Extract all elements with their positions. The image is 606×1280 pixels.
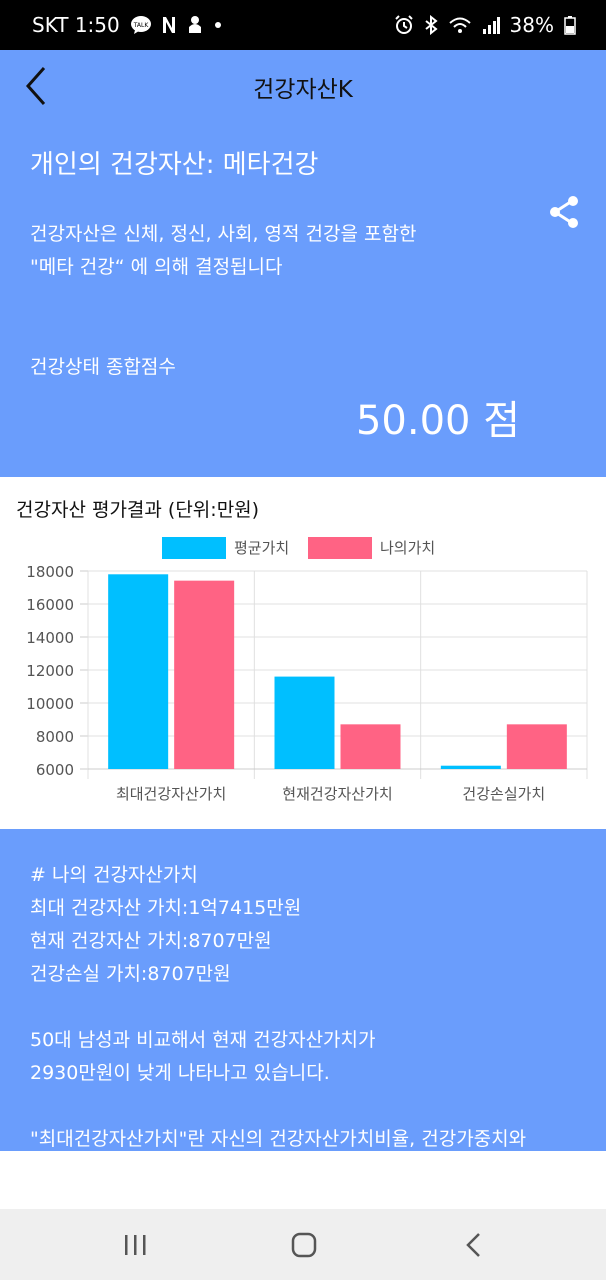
legend-swatch: [162, 537, 226, 559]
wifi-icon: [448, 15, 472, 35]
desc-line-1: 건강자산은 신체, 정신, 사회, 영적 건강을 포함한: [30, 223, 417, 245]
info-compare-line-1: 50대 남성과 비교해서 현재 건강자산가치가: [30, 1029, 376, 1051]
chevron-left-icon: [25, 67, 46, 105]
battery-icon: [564, 15, 576, 35]
bar-chart: 6000 8000 10000 12000 14000 16000 18000 최대건강자산가…: [26, 537, 588, 803]
status-time: SKT 1:50: [32, 13, 120, 37]
back-icon: [466, 1233, 480, 1257]
share-button[interactable]: [546, 194, 582, 230]
info-heading: # 나의 건강자산가치: [30, 864, 198, 886]
share-icon: [550, 196, 578, 228]
x-tick-label: 최대건강자산가치: [116, 785, 226, 803]
y-tick-label: 14000: [26, 629, 74, 647]
bar: [274, 676, 335, 769]
info-current-value: 현재 건강자산 가치:8707만원: [30, 930, 272, 952]
android-icon: [186, 15, 204, 35]
y-tick-label: 12000: [26, 662, 74, 680]
dot-icon: [214, 15, 222, 35]
alarm-icon: [394, 15, 414, 35]
info-spacer: [30, 1090, 586, 1123]
nav-back-button[interactable]: [456, 1227, 492, 1263]
info-spacer: [30, 991, 586, 1024]
info-text: # 나의 건강자산가치 최대 건강자산 가치:1억7415만원 현재 건강자산 …: [30, 859, 586, 1151]
status-right: 38%: [394, 0, 576, 50]
legend-label: 평균가치: [234, 539, 289, 557]
n-icon: [162, 15, 176, 35]
bar: [174, 580, 235, 769]
bar: [108, 574, 169, 769]
info-compare-line-2: 2930만원이 낮게 나타나고 있습니다.: [30, 1062, 330, 1084]
bluetooth-icon: [424, 15, 438, 35]
y-tick-label: 10000: [26, 695, 74, 713]
y-tick-label: 18000: [26, 563, 74, 581]
chart-title: 건강자산 평가결과 (단위:만원): [16, 499, 260, 521]
chart-section: 건강자산 평가결과 (단위:만원) 6000 8000 10000 12000 1400…: [0, 477, 606, 829]
signal-icon: [482, 15, 500, 35]
y-tick-label: 8000: [36, 728, 74, 746]
bar: [340, 724, 401, 769]
bar: [506, 724, 567, 769]
home-icon: [291, 1232, 317, 1258]
content-gap: [0, 1151, 606, 1209]
back-button[interactable]: [22, 66, 52, 106]
info-definition-line: "최대건강자산가치"란 자신의 건강자산가치비율, 건강가중치와: [30, 1128, 527, 1150]
x-tick-label: 현재건강자산가치: [282, 785, 392, 803]
talk-icon: TALK: [130, 15, 152, 35]
info-loss-value: 건강손실 가치:8707만원: [30, 963, 231, 985]
desc-line-2: "메타 건강“ 에 의해 결정됩니다: [30, 256, 283, 278]
status-left: SKT 1:50 TALK: [32, 0, 222, 50]
app-bar-title: 건강자산K: [253, 77, 353, 103]
legend-swatch: [308, 537, 372, 559]
home-button[interactable]: [286, 1227, 322, 1263]
header-card: 건강자산K 개인의 건강자산: 메타건강 건강자산은 신체, 정신, 사회, 영…: [0, 50, 606, 477]
page-title: 개인의 건강자산: 메타건강: [30, 150, 319, 180]
y-tick-label: 16000: [26, 596, 74, 614]
system-nav-bar: [0, 1209, 606, 1280]
recent-apps-icon: [125, 1235, 146, 1255]
recent-apps-button[interactable]: [117, 1227, 153, 1263]
info-max-value: 최대 건강자산 가치:1억7415만원: [30, 897, 302, 919]
header-description: 건강자산은 신체, 정신, 사회, 영적 건강을 포함한 "메타 건강“ 에 의…: [30, 218, 416, 284]
score-value: 50.00 점: [355, 398, 520, 444]
score-label: 건강상태 종합점수: [30, 356, 176, 378]
status-bar: SKT 1:50 TALK 38%: [0, 0, 606, 50]
info-card: # 나의 건강자산가치 최대 건강자산 가치:1억7415만원 현재 건강자산 …: [0, 829, 606, 1151]
y-tick-label: 6000: [36, 761, 74, 779]
x-tick-label: 건강손실가치: [462, 785, 545, 803]
svg-text:TALK: TALK: [132, 22, 149, 29]
bar: [440, 765, 501, 769]
legend-label: 나의가치: [380, 539, 435, 557]
battery-percent: 38%: [509, 13, 554, 37]
